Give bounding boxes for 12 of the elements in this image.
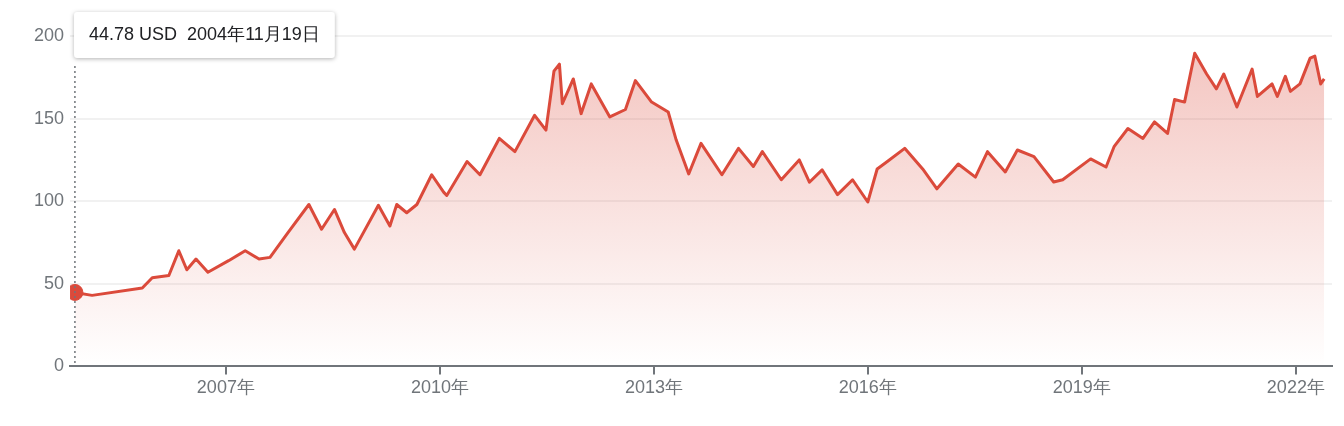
x-tick-label: 2013年 bbox=[624, 377, 683, 398]
annotation: 44.78 USD 2004年11月19日 bbox=[89, 23, 320, 44]
y-tick-label: 50 bbox=[44, 272, 65, 293]
x-tick-label: 2010年 bbox=[410, 377, 469, 398]
x-tick-label: 2016年 bbox=[838, 377, 897, 398]
x-tick-label: 2022年 bbox=[1266, 377, 1325, 398]
x-tick-label: 2019年 bbox=[1052, 377, 1111, 398]
y-tick-label: 150 bbox=[33, 107, 65, 128]
x-tick-label: 2007年 bbox=[196, 377, 255, 398]
y-tick-label: 0 bbox=[54, 355, 65, 376]
y-tick-label: 100 bbox=[33, 190, 65, 211]
y-tick-label: 200 bbox=[33, 24, 65, 45]
